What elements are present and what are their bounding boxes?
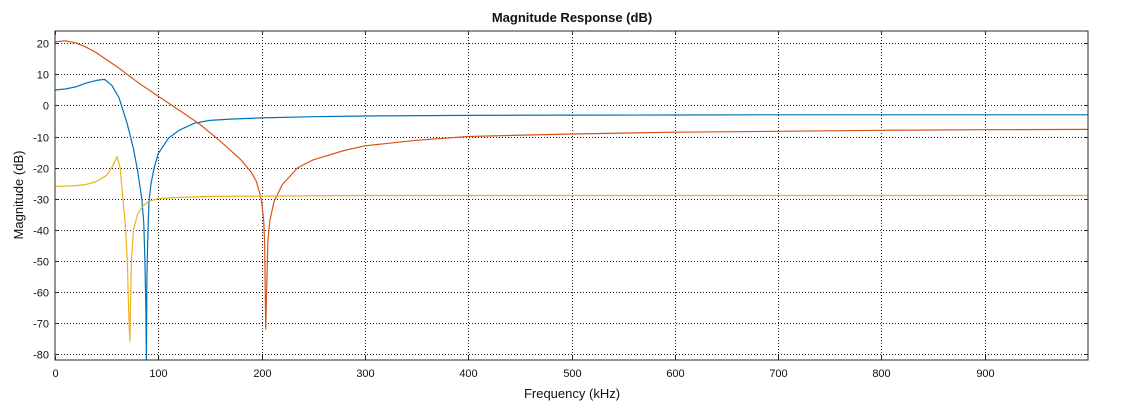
y-tick-label: -70 (33, 319, 49, 331)
y-tick-label: -40 (33, 226, 49, 238)
x-tick-label: 500 (563, 368, 581, 380)
x-tick-label: 900 (976, 368, 994, 380)
x-tick-label: 700 (769, 368, 787, 380)
x-tick-label: 200 (253, 368, 271, 380)
y-tick-label: 10 (37, 70, 49, 82)
grid-lines (55, 31, 1088, 360)
chart-title: Magnitude Response (dB) (492, 10, 652, 25)
series-1-line (54, 78, 1088, 361)
y-tick-label: 0 (43, 101, 49, 113)
x-tick-label: 100 (149, 368, 167, 380)
x-axis-label: Frequency (kHz) (524, 386, 620, 401)
axis-ticks: 0 100 200 300 400 500 600 700 800 90020100-10-20-… (33, 31, 1088, 380)
plot-frame (54, 30, 1089, 361)
y-tick-label: -50 (33, 257, 49, 269)
x-tick-label: 0 (52, 368, 58, 380)
y-tick-label: 20 (37, 39, 49, 51)
series-2-line (54, 40, 1089, 330)
y-tick-label: -20 (33, 164, 49, 176)
y-tick-label: -30 (33, 195, 49, 207)
y-tick-label: -10 (33, 133, 49, 145)
series-group (54, 40, 1089, 361)
y-axis-label: Magnitude (dB) (11, 151, 26, 240)
x-tick-label: 600 (666, 368, 684, 380)
y-tick-label: -60 (33, 288, 49, 300)
x-tick-label: 300 (356, 368, 374, 380)
x-tick-label: 400 (459, 368, 477, 380)
y-tick-label: -80 (33, 350, 49, 362)
series-3-line (55, 156, 1088, 342)
x-tick-label: 800 (872, 368, 890, 380)
